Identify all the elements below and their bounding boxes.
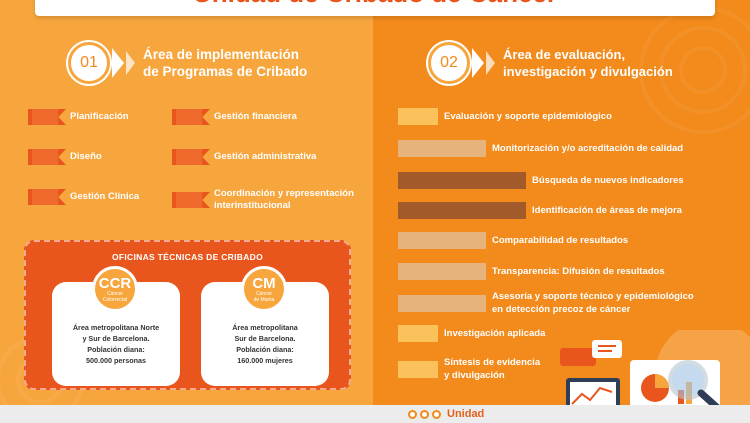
section-number-badge: 02 [428, 42, 470, 84]
desc-line: y Sur de Barcelona. [82, 334, 150, 343]
desc-line: Área metropolitana [232, 323, 298, 332]
section-01-header: 01 Área de implementación de Programas d… [68, 42, 307, 84]
footer [0, 405, 750, 423]
arrow-icon [472, 48, 484, 78]
progress-bar-icon [398, 202, 526, 219]
ribbon-icon [28, 149, 66, 165]
list-item: Síntesis de evidencia y divulgación [398, 356, 540, 382]
item-label: Búsqueda de nuevos indicadores [532, 175, 684, 186]
list-item: Investigación aplicada [398, 325, 545, 342]
badge-abbr: CCR [98, 274, 132, 292]
item-label-line: Síntesis de evidencia [444, 357, 541, 368]
ccr-badge: CCR Cáncer Colorrectal [92, 266, 138, 312]
cm-badge: CM Cáncer de Mama [241, 266, 287, 312]
desc-line: Población diana: [236, 345, 294, 354]
section-title: Área de evaluación, investigación y divu… [503, 46, 673, 80]
list-item: Asesoría y soporte técnico y epidemiológ… [398, 290, 694, 316]
progress-bar-icon [398, 232, 486, 249]
item-label: Gestión Clínica [70, 191, 140, 202]
item-label: Investigación aplicada [444, 328, 546, 339]
ccr-card: CCR Cáncer Colorrectal Área metropolitan… [52, 266, 180, 386]
section-title-line: Área de evaluación, [503, 47, 626, 62]
page-title: Unidad de Cribado de Cáncer [35, 0, 715, 10]
desc-line: Sur de Barcelona. [234, 334, 296, 343]
cm-description: Área metropolitana Sur de Barcelona. Pob… [201, 322, 329, 366]
item-label: Identificación de áreas de mejora [532, 205, 682, 216]
progress-bar-icon [398, 360, 438, 378]
desc-line: 160.000 mujeres [237, 356, 293, 365]
progress-bar-icon [398, 172, 526, 189]
arrow-icon [112, 48, 124, 78]
progress-bar-icon [398, 263, 486, 280]
item-label: Evaluación y soporte epidemiológico [444, 111, 612, 122]
progress-bar-icon [398, 140, 486, 157]
logo-dot-icon [420, 409, 429, 419]
ribbon-icon [172, 149, 210, 165]
list-item: Búsqueda de nuevos indicadores [398, 172, 684, 189]
desc-line: Población diana: [87, 345, 145, 354]
list-item: Transparencia: Difusión de resultados [398, 263, 665, 280]
badge-sub: de Mama [253, 296, 275, 303]
list-item: Identificación de áreas de mejora [398, 202, 682, 219]
desc-line: Área metropolitana Norte [72, 323, 160, 332]
ribbon-icon [28, 109, 66, 125]
analytics-illustration [560, 330, 750, 410]
progress-bar-icon [398, 294, 486, 312]
section-title-line: Área de implementación [143, 47, 300, 62]
arrow-icon [126, 51, 135, 75]
list-item: Evaluación y soporte epidemiológico [398, 108, 612, 125]
logo-text: Unidad [447, 408, 485, 420]
cm-card: CM Cáncer de Mama Área metropolitana Sur… [201, 266, 329, 386]
ribbon-icon [28, 189, 66, 205]
item-label-line: en detección precoz de cáncer [492, 304, 631, 315]
list-item: Gestión administrativa [172, 149, 316, 165]
list-item: Comparabilidad de resultados [398, 232, 628, 249]
item-label-line: y divulgación [444, 370, 505, 381]
item-label: Asesoría y soporte técnico y epidemiológ… [492, 290, 694, 316]
item-label: Síntesis de evidencia y divulgación [444, 356, 540, 382]
section-title: Área de implementación de Programas de C… [143, 46, 307, 80]
item-label: Planificación [70, 111, 129, 122]
list-item: Gestión financiera [172, 109, 297, 125]
footer-logo: Unidad [408, 408, 484, 420]
oficinas-heading: OFICINAS TÉCNICAS DE CRIBADO [111, 252, 263, 262]
badge-sub: Colorrectal [102, 296, 128, 303]
ribbon-icon [172, 192, 210, 208]
list-item: Diseño [28, 149, 102, 165]
oficinas-box: OFICINAS TÉCNICAS DE CRIBADO CCR Cáncer … [24, 240, 351, 390]
item-label-line: Asesoría y soporte técnico y epidemiológ… [492, 291, 694, 302]
item-label-line: interinstitucional [214, 200, 291, 211]
list-item: Gestión Clínica [28, 189, 139, 205]
section-title-line: investigación y divulgación [503, 64, 673, 79]
section-title-line: de Programas de Cribado [143, 64, 308, 79]
progress-bar-icon [398, 325, 438, 342]
logo-dot-icon [408, 409, 417, 419]
item-label: Transparencia: Difusión de resultados [492, 266, 665, 277]
ccr-description: Área metropolitana Norte y Sur de Barcel… [52, 322, 180, 366]
item-label: Comparabilidad de resultados [492, 235, 629, 246]
list-item: Planificación [28, 109, 129, 125]
ribbon-icon [172, 109, 210, 125]
item-label: Gestión financiera [214, 111, 297, 122]
badge-sub: Cáncer [106, 290, 124, 297]
section-number-badge: 01 [68, 42, 110, 84]
progress-bar-icon [398, 108, 438, 125]
title-banner: Unidad de Cribado de Cáncer [35, 0, 715, 16]
item-label-line: Coordinación y representación [214, 188, 354, 199]
list-item: Monitorización y/o acreditación de calid… [398, 140, 683, 157]
badge-abbr: CM [252, 274, 276, 292]
logo-dot-icon [432, 409, 441, 419]
item-label: Monitorización y/o acreditación de calid… [492, 143, 684, 154]
item-label: Coordinación y representación interinsti… [214, 188, 354, 212]
desc-line: 500.000 personas [86, 356, 146, 365]
arrow-icon [486, 51, 495, 75]
list-item: Coordinación y representación interinsti… [172, 188, 354, 212]
item-label: Gestión administrativa [214, 151, 317, 162]
item-label: Diseño [70, 151, 102, 162]
badge-sub: Cáncer [255, 290, 273, 297]
section-02-header: 02 Área de evaluación, investigación y d… [428, 42, 673, 84]
